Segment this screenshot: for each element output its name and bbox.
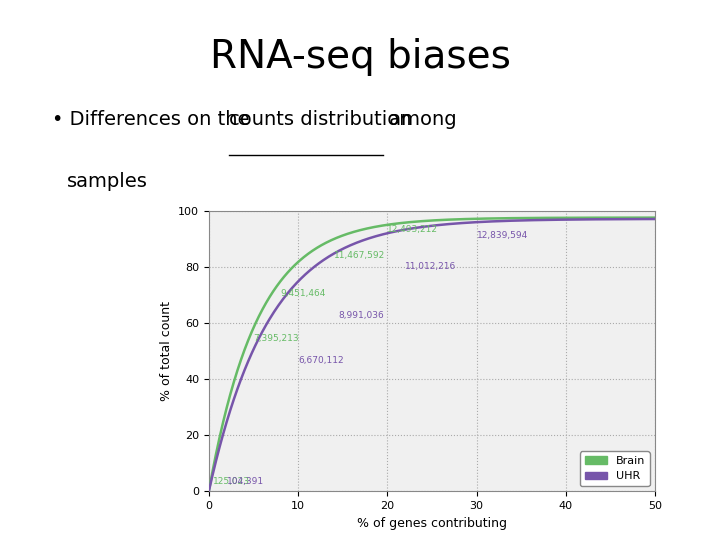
Line: UHR: UHR (209, 219, 655, 491)
UHR (570, 216, 579, 222)
Text: 11,012,216: 11,012,216 (405, 262, 456, 271)
UHR (446, 221, 454, 227)
Text: 125,023: 125,023 (213, 477, 251, 486)
Brain (570, 214, 579, 221)
Brain (419, 218, 428, 224)
Brain (651, 214, 660, 221)
UHR (470, 219, 479, 226)
Brain (470, 215, 479, 222)
Text: 7,395,213: 7,395,213 (253, 334, 299, 342)
UHR (419, 224, 428, 230)
Line: Brain: Brain (209, 218, 655, 491)
Legend: Brain, UHR: Brain, UHR (580, 451, 649, 486)
Brain (204, 488, 213, 495)
Text: 6,670,112: 6,670,112 (298, 356, 343, 365)
Text: 12,839,594: 12,839,594 (477, 231, 528, 240)
Text: among: among (383, 110, 456, 129)
Brain (416, 218, 425, 225)
Text: • Differences on the: • Differences on the (52, 110, 256, 129)
Text: 9,451,464: 9,451,464 (280, 289, 325, 298)
Text: samples: samples (66, 172, 148, 191)
Y-axis label: % of total count: % of total count (160, 301, 173, 401)
UHR (416, 224, 425, 231)
Text: 104,391: 104,391 (227, 477, 264, 486)
Text: counts distribution: counts distribution (229, 110, 411, 129)
Text: RNA-seq biases: RNA-seq biases (210, 38, 510, 76)
Text: 12,493,212: 12,493,212 (387, 226, 438, 234)
Text: 11,467,592: 11,467,592 (334, 251, 385, 260)
Brain (640, 214, 649, 221)
Brain (446, 217, 454, 223)
X-axis label: % of genes contributing: % of genes contributing (357, 517, 507, 530)
UHR (651, 216, 660, 222)
UHR (204, 488, 213, 495)
UHR (640, 216, 649, 222)
Text: 8,991,036: 8,991,036 (338, 311, 384, 320)
